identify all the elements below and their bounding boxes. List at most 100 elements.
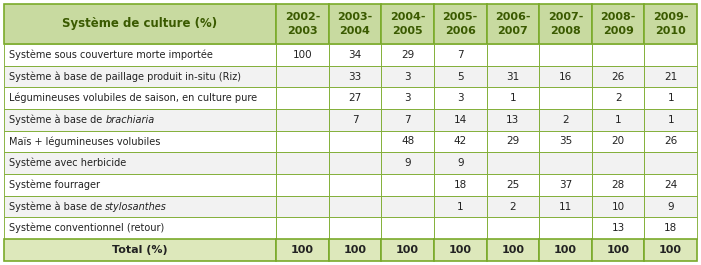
Bar bbox=[276, 4, 329, 44]
Text: 7: 7 bbox=[457, 50, 463, 60]
Text: Système sous couverture morte importée: Système sous couverture morte importée bbox=[9, 50, 213, 60]
Bar bbox=[329, 87, 381, 109]
Bar bbox=[381, 44, 434, 66]
Bar bbox=[592, 4, 644, 44]
Text: 1: 1 bbox=[457, 201, 463, 211]
Bar bbox=[644, 217, 697, 239]
Bar bbox=[381, 196, 434, 217]
Bar bbox=[486, 152, 539, 174]
Text: 42: 42 bbox=[454, 136, 467, 147]
Bar bbox=[434, 152, 486, 174]
Bar bbox=[644, 4, 697, 44]
Bar bbox=[592, 196, 644, 217]
Text: 9: 9 bbox=[667, 201, 674, 211]
Bar bbox=[486, 44, 539, 66]
Bar bbox=[276, 109, 329, 131]
Bar bbox=[486, 4, 539, 44]
Bar bbox=[4, 217, 276, 239]
Bar bbox=[4, 239, 276, 261]
Bar bbox=[329, 196, 381, 217]
Bar bbox=[539, 4, 592, 44]
Text: Total (%): Total (%) bbox=[112, 245, 168, 255]
Text: 21: 21 bbox=[664, 72, 677, 82]
Bar bbox=[329, 239, 381, 261]
Text: 1: 1 bbox=[615, 115, 621, 125]
Bar bbox=[539, 66, 592, 87]
Bar bbox=[434, 131, 486, 152]
Bar bbox=[329, 66, 381, 87]
Bar bbox=[434, 217, 486, 239]
Bar bbox=[329, 174, 381, 196]
Text: 31: 31 bbox=[506, 72, 519, 82]
Bar bbox=[644, 131, 697, 152]
Bar bbox=[381, 4, 434, 44]
Bar bbox=[592, 239, 644, 261]
Bar bbox=[644, 66, 697, 87]
Bar bbox=[434, 66, 486, 87]
Text: 48: 48 bbox=[401, 136, 414, 147]
Text: 2009: 2009 bbox=[603, 26, 634, 36]
Text: 100: 100 bbox=[291, 245, 314, 255]
Bar bbox=[539, 109, 592, 131]
Bar bbox=[4, 44, 276, 66]
Text: 2: 2 bbox=[615, 93, 621, 103]
Bar bbox=[434, 174, 486, 196]
Bar bbox=[434, 196, 486, 217]
Bar bbox=[486, 196, 539, 217]
Bar bbox=[4, 131, 276, 152]
Bar bbox=[539, 44, 592, 66]
Text: 2006-: 2006- bbox=[495, 12, 531, 22]
Text: 29: 29 bbox=[401, 50, 414, 60]
Bar bbox=[539, 217, 592, 239]
Text: 2004-: 2004- bbox=[390, 12, 426, 22]
Text: 100: 100 bbox=[449, 245, 472, 255]
Text: 2: 2 bbox=[562, 115, 569, 125]
Bar bbox=[276, 239, 329, 261]
Bar bbox=[381, 239, 434, 261]
Text: 2005-: 2005- bbox=[442, 12, 478, 22]
Text: 10: 10 bbox=[611, 201, 625, 211]
Text: 26: 26 bbox=[664, 136, 677, 147]
Text: 2008-: 2008- bbox=[600, 12, 636, 22]
Text: Maïs + légumineuses volubiles: Maïs + légumineuses volubiles bbox=[9, 136, 161, 147]
Bar bbox=[4, 196, 276, 217]
Bar bbox=[329, 4, 381, 44]
Bar bbox=[4, 4, 276, 44]
Bar bbox=[381, 87, 434, 109]
Text: 27: 27 bbox=[348, 93, 362, 103]
Text: 2007: 2007 bbox=[498, 26, 528, 36]
Bar bbox=[4, 87, 276, 109]
Text: stylosanthes: stylosanthes bbox=[105, 201, 168, 211]
Bar bbox=[644, 87, 697, 109]
Text: Système à base de paillage produit in-situ (Riz): Système à base de paillage produit in-si… bbox=[9, 71, 241, 82]
Text: 11: 11 bbox=[559, 201, 572, 211]
Bar bbox=[434, 239, 486, 261]
Bar bbox=[592, 87, 644, 109]
Text: 24: 24 bbox=[664, 180, 677, 190]
Bar bbox=[592, 66, 644, 87]
Bar bbox=[329, 152, 381, 174]
Text: 18: 18 bbox=[664, 223, 677, 233]
Bar bbox=[276, 217, 329, 239]
Bar bbox=[276, 66, 329, 87]
Bar bbox=[539, 152, 592, 174]
Bar bbox=[276, 131, 329, 152]
Bar bbox=[486, 239, 539, 261]
Text: 2007-: 2007- bbox=[547, 12, 583, 22]
Text: 35: 35 bbox=[559, 136, 572, 147]
Bar bbox=[329, 131, 381, 152]
Bar bbox=[486, 174, 539, 196]
Bar bbox=[486, 131, 539, 152]
Text: 28: 28 bbox=[611, 180, 625, 190]
Bar bbox=[381, 217, 434, 239]
Text: Système à base de: Système à base de bbox=[9, 114, 105, 125]
Text: 20: 20 bbox=[611, 136, 625, 147]
Text: Légumineuses volubiles de saison, en culture pure: Légumineuses volubiles de saison, en cul… bbox=[9, 93, 257, 103]
Bar bbox=[276, 44, 329, 66]
Text: 26: 26 bbox=[611, 72, 625, 82]
Bar bbox=[539, 87, 592, 109]
Bar bbox=[434, 87, 486, 109]
Text: 18: 18 bbox=[454, 180, 467, 190]
Text: 37: 37 bbox=[559, 180, 572, 190]
Text: 9: 9 bbox=[457, 158, 463, 168]
